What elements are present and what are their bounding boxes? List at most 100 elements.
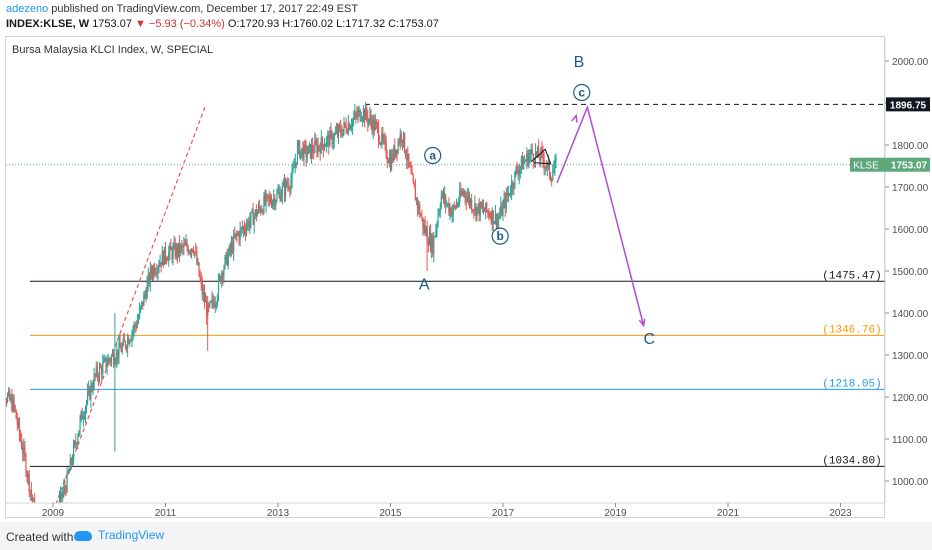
candle-body <box>555 158 557 161</box>
candle <box>454 205 457 211</box>
candle <box>163 246 166 266</box>
candle-body <box>82 417 84 420</box>
candle <box>184 239 186 246</box>
candle-body <box>517 171 519 176</box>
candle-body <box>492 210 494 224</box>
publish-text: published on TradingView.com, December 1… <box>48 3 359 15</box>
candle-body <box>424 225 426 234</box>
candle <box>366 104 368 123</box>
candle-body <box>87 392 89 402</box>
candle-body <box>9 391 11 400</box>
candle-body <box>105 357 107 368</box>
candle <box>337 124 340 145</box>
candle-body <box>553 169 555 174</box>
candle <box>259 199 261 214</box>
candle-body <box>216 296 219 304</box>
candle <box>174 237 176 260</box>
last-price-value: 1753.07 <box>891 161 928 172</box>
candle-body <box>233 235 235 252</box>
candle <box>329 126 331 147</box>
candle <box>405 149 407 159</box>
tradingview-cloud-icon <box>74 530 92 541</box>
candle <box>498 212 500 230</box>
candle <box>209 300 211 309</box>
candle-body <box>279 191 281 201</box>
candle <box>127 333 129 357</box>
candle-body <box>315 141 317 144</box>
x-tick-label: 2011 <box>155 508 177 519</box>
candle <box>445 193 447 214</box>
candle-body <box>95 366 97 375</box>
candle <box>429 224 432 253</box>
candle-body <box>527 153 529 166</box>
chart-canvas[interactable]: (1475.47) (1346.76) (1218.05) (1034.80) A B Ca… <box>0 0 932 522</box>
x-tick-label: 2021 <box>717 508 740 519</box>
candle-body <box>92 388 94 390</box>
candle <box>437 208 439 228</box>
candle-body <box>125 347 128 349</box>
candle-body <box>535 151 538 155</box>
candle-body <box>397 141 399 153</box>
candle <box>331 130 333 149</box>
candle-body <box>204 301 207 303</box>
candle-body <box>198 262 200 276</box>
tradingview-logo[interactable]: TradingView <box>74 528 164 542</box>
candle-body <box>98 366 101 379</box>
candle-body <box>291 171 293 181</box>
candle <box>101 364 103 383</box>
candle-body <box>328 135 330 147</box>
candle-body <box>159 262 161 267</box>
candle-body <box>284 180 287 195</box>
candle <box>116 340 118 369</box>
candle <box>336 122 339 139</box>
candle <box>125 344 128 353</box>
candle-body <box>290 180 292 190</box>
candle <box>21 432 23 450</box>
candle <box>173 235 175 250</box>
candle <box>461 188 463 197</box>
candle-body <box>442 192 445 200</box>
candle-body <box>318 145 320 148</box>
candle <box>265 189 267 213</box>
candle-body <box>107 358 109 365</box>
candle-body <box>0 390 1 394</box>
candle-body <box>493 221 495 224</box>
candle-body <box>322 144 325 150</box>
candle <box>95 361 97 378</box>
candle <box>170 238 172 250</box>
candle-body <box>357 111 359 117</box>
author-link[interactable]: adezeno <box>6 3 49 15</box>
candle-body <box>405 151 407 158</box>
wave-circle-b <box>491 227 509 245</box>
candle <box>466 188 468 203</box>
candle-body <box>534 151 537 163</box>
candle <box>59 486 62 503</box>
candle <box>355 110 357 124</box>
candle-body <box>77 436 79 445</box>
candle <box>540 146 542 168</box>
candle-body <box>416 198 419 208</box>
candle-body <box>130 339 132 341</box>
candle-body <box>544 166 546 168</box>
candle-body <box>149 268 151 284</box>
candle-body <box>506 193 508 196</box>
candle-body <box>182 245 184 248</box>
candle-body <box>267 194 269 199</box>
y-tick-label: 2000.00 <box>892 57 929 68</box>
candle <box>314 132 316 154</box>
candle <box>77 433 79 450</box>
candle <box>348 122 350 131</box>
candle <box>401 139 403 151</box>
candle <box>293 158 295 169</box>
candle-body <box>255 209 257 217</box>
candle-body <box>529 153 531 157</box>
x-tick-label: 2009 <box>42 508 65 519</box>
candle-body <box>473 210 475 212</box>
candle <box>96 361 98 382</box>
trendline <box>55 106 206 503</box>
candle <box>349 124 352 131</box>
candle <box>187 244 189 256</box>
candle <box>379 135 381 145</box>
candle-body <box>491 210 493 223</box>
candle <box>82 411 84 428</box>
